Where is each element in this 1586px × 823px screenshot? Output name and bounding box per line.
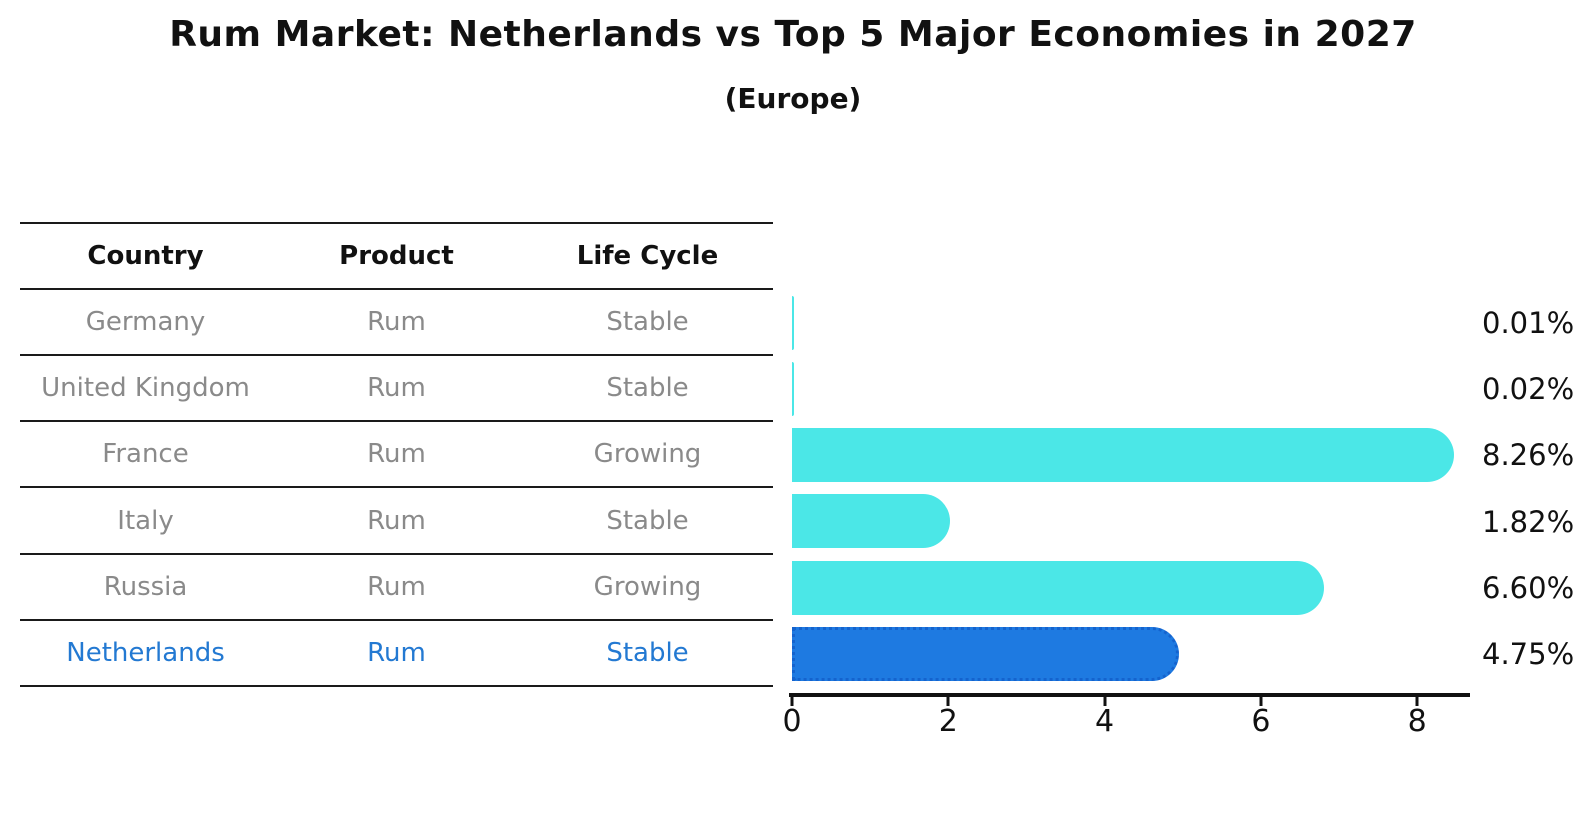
cell-product: Rum	[367, 307, 426, 338]
column-header-life-cycle: Life Cycle	[576, 241, 719, 271]
bar-germany	[792, 296, 794, 350]
chart-title: Rum Market: Netherlands vs Top 5 Major E…	[169, 14, 1417, 55]
bar-row-netherlands	[792, 621, 1468, 687]
cell-product: Rum	[367, 439, 426, 470]
bar-value-labels: 0.01% 0.02% 8.26% 1.82% 6.60% 4.75%	[1482, 290, 1586, 687]
bar-row-france	[792, 422, 1468, 488]
x-tick-mark-8	[1415, 696, 1419, 706]
cell-country: Russia	[103, 571, 188, 602]
cell-country: Italy	[117, 505, 174, 536]
cell-life-cycle: Stable	[606, 505, 689, 536]
table-row-germany: Germany Rum Stable	[20, 290, 773, 357]
cell-life-cycle: Stable	[606, 307, 689, 338]
cell-life-cycle: Stable	[606, 637, 689, 668]
table-row-russia: Russia Rum Growing	[20, 555, 773, 621]
highlighted-bar-netherlands	[792, 626, 1180, 681]
x-tick-mark-2	[946, 696, 950, 706]
bar-russia	[792, 560, 1324, 615]
bar-row-italy	[792, 488, 1468, 554]
bars-container	[792, 290, 1468, 687]
value-label-russia: 6.60%	[1482, 570, 1575, 605]
bar-plot-area	[792, 290, 1468, 687]
cell-life-cycle: Growing	[593, 439, 702, 470]
x-tick-label-8: 8	[1407, 704, 1427, 739]
bar-row-germany	[792, 290, 1468, 356]
table-row-france: France Rum Growing	[20, 422, 773, 489]
bar-united-kingdom	[792, 362, 794, 417]
x-tick-label-2: 2	[938, 704, 958, 739]
cell-life-cycle: Stable	[606, 373, 689, 404]
cell-country: France	[102, 439, 189, 470]
cell-country: Germany	[85, 307, 206, 338]
table-row-netherlands: Netherlands Rum Stable	[20, 621, 773, 687]
table-header-row: Country Product Life Cycle	[20, 222, 773, 290]
country-table: Country Product Life Cycle Germany Rum Sta…	[20, 222, 773, 687]
x-tick-mark-0	[790, 696, 794, 706]
chart-subtitle: (Europe)	[724, 82, 862, 115]
x-tick-label-4: 4	[1095, 704, 1115, 739]
column-header-product: Product	[339, 241, 454, 271]
cell-product: Rum	[367, 637, 426, 668]
x-tick-label-0: 0	[782, 704, 802, 739]
x-tick-mark-6	[1259, 696, 1263, 706]
cell-life-cycle: Growing	[593, 571, 702, 602]
x-tick-mark-4	[1103, 696, 1107, 706]
cell-country: United Kingdom	[41, 373, 250, 404]
bar-france	[792, 428, 1454, 483]
cell-product: Rum	[367, 373, 426, 404]
column-header-country: Country	[87, 241, 204, 271]
bar-row-united-kingdom	[792, 356, 1468, 422]
value-label-italy: 1.82%	[1482, 504, 1575, 539]
cell-product: Rum	[367, 571, 426, 602]
value-label-united-kingdom: 0.02%	[1482, 372, 1575, 407]
x-tick-label-6: 6	[1251, 704, 1271, 739]
bar-italy	[792, 494, 951, 549]
bar-row-russia	[792, 555, 1468, 621]
value-label-france: 8.26%	[1482, 438, 1575, 473]
value-label-germany: 0.01%	[1482, 306, 1575, 341]
cell-product: Rum	[367, 505, 426, 536]
x-axis-ticks: 0 2 4 6 8	[782, 696, 1468, 746]
table-row-united-kingdom: United Kingdom Rum Stable	[20, 356, 773, 423]
cell-country: Netherlands	[66, 637, 225, 668]
value-label-netherlands: 4.75%	[1482, 636, 1575, 671]
x-axis-line	[789, 693, 1470, 697]
table-row-italy: Italy Rum Stable	[20, 488, 773, 555]
table-body: Germany Rum Stable United Kingdom Rum Stable F…	[20, 290, 773, 687]
